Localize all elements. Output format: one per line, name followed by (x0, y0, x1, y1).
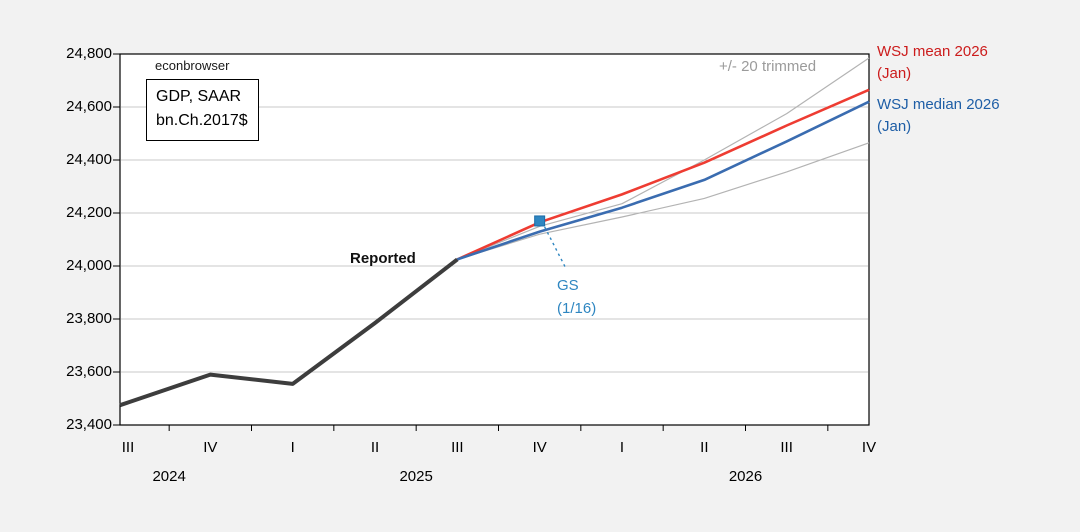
x-tick-label: I (619, 439, 625, 456)
y-tick-label: 24,600 (66, 98, 112, 115)
reported-series-label: Reported (350, 250, 416, 267)
gs-marker (534, 215, 546, 227)
wsj-median-label-line1: WSJ median 2026 (877, 96, 1000, 113)
year-label: 2026 (728, 468, 763, 485)
x-tick-label: I (290, 439, 295, 456)
y-tick-label: 23,600 (66, 363, 112, 380)
x-tick-label: IV (861, 439, 877, 456)
annotation-box: GDP, SAAR bn.Ch.2017$ (146, 79, 259, 141)
series-wsj_mean-line (456, 88, 870, 261)
series-reported-line (119, 257, 459, 408)
year-label: 2025 (399, 468, 433, 485)
series-trimmed_lower-line (457, 142, 870, 260)
y-tick-label: 23,800 (66, 310, 112, 327)
wsj-mean-label-line1: WSJ mean 2026 (877, 43, 988, 60)
x-tick-label: IV (203, 439, 218, 456)
x-tick-label: II (370, 439, 380, 456)
gs-label-line1: GS (557, 277, 579, 294)
watermark-econbrowser: econbrowser (155, 58, 230, 73)
series-trimmed_upper-line (457, 57, 870, 260)
wsj-mean-series-label: WSJ mean 2026 (Jan) (877, 41, 988, 85)
trimmed-band-label: +/- 20 trimmed (719, 58, 817, 75)
y-tick-label: 24,200 (66, 204, 112, 221)
x-tick-label: II (700, 439, 709, 456)
x-tick-label: IV (532, 439, 547, 456)
y-tick-label: 24,000 (66, 257, 112, 274)
y-tick-label: 24,800 (66, 45, 112, 62)
annotation-box-line2: bn.Ch.2017$ (156, 112, 248, 129)
y-tick-label: 23,400 (66, 416, 112, 433)
gs-leader-line (544, 226, 567, 269)
gs-label-line2: (1/16) (557, 300, 597, 317)
wsj-median-label-line2: (Jan) (877, 118, 912, 135)
annotation-box-line1: GDP, SAAR (156, 88, 242, 105)
x-tick-label: III (451, 439, 464, 456)
y-tick-label: 24,400 (66, 151, 112, 168)
year-label: 2024 (152, 468, 186, 485)
series-wsj_median-line (456, 100, 870, 261)
wsj-mean-label-line2: (Jan) (877, 65, 912, 82)
gs-forecast-label: GS (1/16) (557, 274, 596, 320)
x-tick-label: III (780, 439, 793, 456)
x-tick-label: III (121, 439, 135, 456)
wsj-median-series-label: WSJ median 2026 (Jan) (877, 94, 1000, 138)
